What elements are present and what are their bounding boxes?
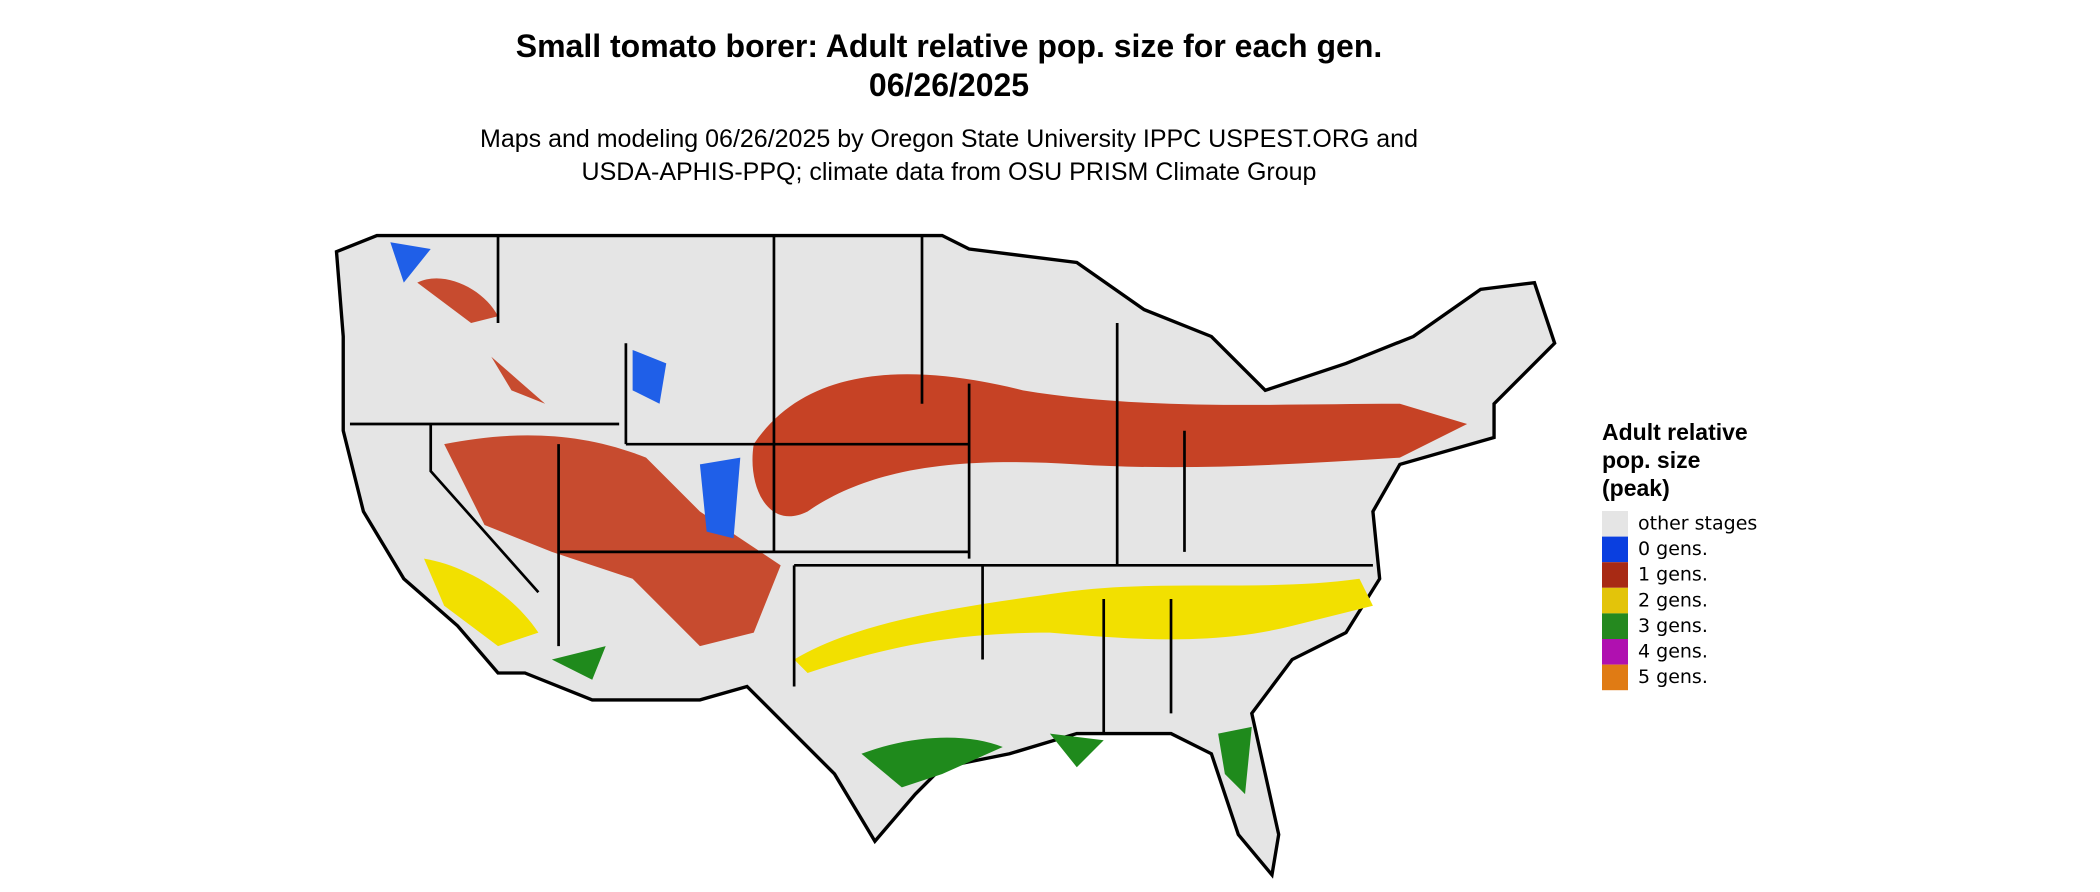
legend-swatch bbox=[1602, 587, 1628, 614]
state-lines bbox=[349, 235, 1373, 734]
legend-label: 0 gens. bbox=[1638, 538, 1708, 560]
us-outline bbox=[334, 233, 1557, 879]
legend-label: 1 gens. bbox=[1638, 564, 1708, 586]
region-1-gen bbox=[417, 278, 546, 404]
legend-label: other stages bbox=[1638, 513, 1757, 535]
subtitle: Maps and modeling 06/26/2025 by Oregon S… bbox=[480, 125, 1418, 153]
region-2-gen bbox=[794, 578, 1373, 673]
legend-swatch bbox=[1602, 664, 1628, 691]
legend-title: pop. size bbox=[1602, 447, 1700, 473]
legend-swatch bbox=[1602, 536, 1628, 563]
legend-swatch bbox=[1602, 511, 1628, 537]
title-date: 06/26/2025 bbox=[869, 67, 1029, 103]
legend-swatch bbox=[1602, 613, 1628, 639]
legend-label: 3 gens. bbox=[1638, 615, 1708, 637]
legend-label: 4 gens. bbox=[1638, 641, 1708, 663]
legend-label: 5 gens. bbox=[1638, 666, 1708, 688]
legend-swatch bbox=[1602, 639, 1628, 665]
region-2-gen bbox=[423, 558, 539, 647]
title: Small tomato borer: Adult relative pop. … bbox=[516, 28, 1383, 64]
map bbox=[334, 233, 1557, 879]
legend: other stages 0 gens. 1 gens. 2 gens. 3 gens.… bbox=[1602, 511, 1757, 691]
legend-swatch bbox=[1602, 562, 1628, 588]
region-3-gen bbox=[551, 646, 1252, 795]
legend-title: (peak) bbox=[1602, 475, 1670, 501]
legend-title: Adult relative bbox=[1602, 419, 1748, 445]
region-1-gen bbox=[444, 435, 781, 647]
region-0-gen bbox=[390, 242, 741, 539]
region-1-gen bbox=[752, 374, 1468, 517]
legend-label: 2 gens. bbox=[1638, 589, 1708, 611]
subtitle: USDA-APHIS-PPQ; climate data from OSU PR… bbox=[582, 158, 1317, 186]
